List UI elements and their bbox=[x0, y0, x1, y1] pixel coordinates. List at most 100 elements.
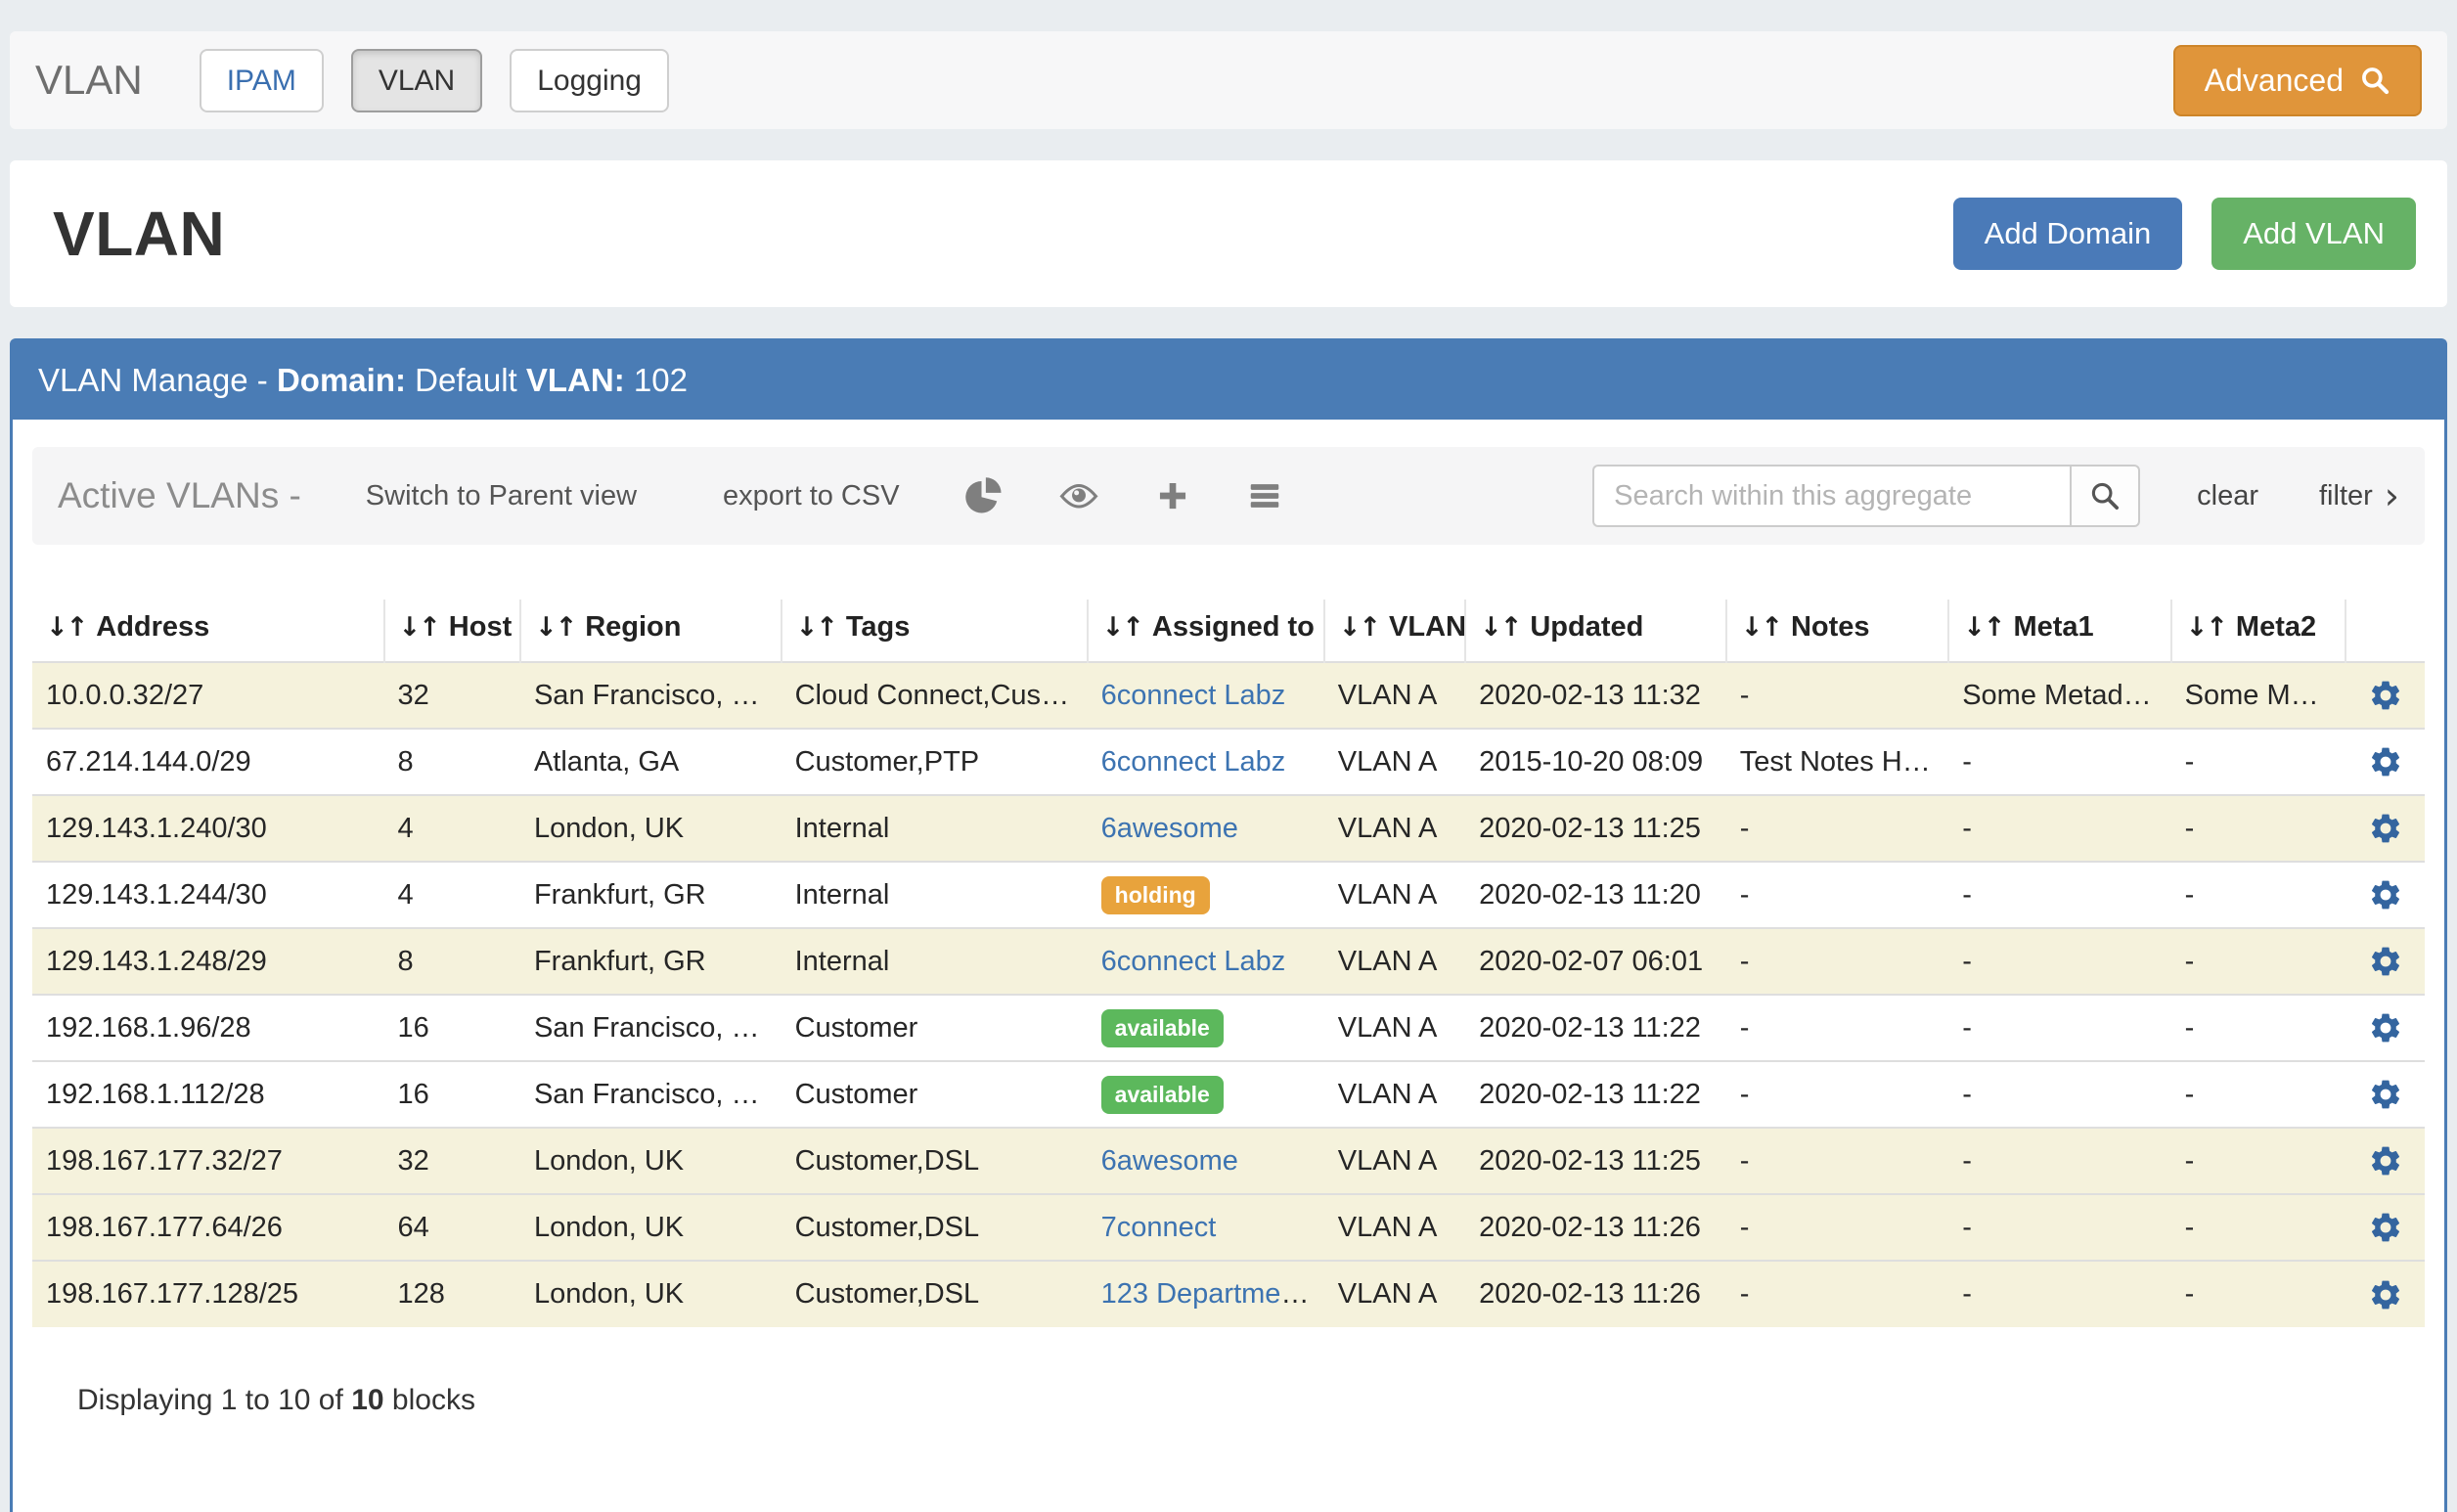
col-header-host[interactable]: ↓↑ Host bbox=[383, 600, 521, 662]
switch-parent-view-link[interactable]: Switch to Parent view bbox=[365, 479, 638, 511]
gear-icon[interactable] bbox=[2368, 1010, 2403, 1045]
col-header-tags[interactable]: ↓↑ Tags bbox=[781, 600, 1089, 662]
menu-icon[interactable] bbox=[1246, 477, 1283, 514]
sort-icon: ↓↑ bbox=[1963, 612, 2005, 643]
eye-icon[interactable] bbox=[1058, 475, 1099, 516]
search-input[interactable] bbox=[1592, 465, 2071, 527]
col-header-actions bbox=[2345, 600, 2425, 662]
assigned-link[interactable]: 6connect Labz bbox=[1100, 679, 1286, 711]
cell-address: 10.0.0.32/27 bbox=[46, 679, 204, 711]
col-header-assigned-to[interactable]: ↓↑ Assigned to bbox=[1087, 600, 1325, 662]
cell-notes: - bbox=[1739, 878, 1750, 911]
tab-ipam[interactable]: IPAM bbox=[199, 48, 324, 112]
gear-icon[interactable] bbox=[2368, 1077, 2403, 1112]
cell-region: London, UK bbox=[533, 1144, 685, 1177]
assigned-link[interactable]: 123 Department... bbox=[1100, 1278, 1324, 1310]
cell-address: 198.167.177.128/25 bbox=[46, 1278, 299, 1310]
filter-link[interactable]: filter › bbox=[2319, 477, 2399, 514]
cell-assigned-to: 6connect Labz bbox=[1088, 662, 1324, 729]
cell-assigned-to: 6awesome bbox=[1088, 1128, 1324, 1194]
cell-meta2: - bbox=[2184, 1211, 2195, 1243]
cell-assigned-to: 6connect Labz bbox=[1088, 928, 1324, 995]
status-badge: available bbox=[1100, 1075, 1224, 1114]
assigned-link[interactable]: 6awesome bbox=[1100, 812, 1238, 844]
table-toolbar: Active VLANs - Switch to Parent view exp… bbox=[32, 447, 2425, 545]
cell-meta1: - bbox=[1962, 945, 1972, 977]
cell-meta1: - bbox=[1962, 1278, 1972, 1310]
assigned-link[interactable]: 6connect Labz bbox=[1100, 745, 1286, 778]
cell-vlan: VLAN A bbox=[1337, 878, 1438, 911]
search-button[interactable] bbox=[2070, 465, 2141, 527]
col-header-meta2[interactable]: ↓↑ Meta2 bbox=[2170, 600, 2347, 662]
cell-updated: 2020-02-13 11:25 bbox=[1479, 812, 1701, 844]
cell-assigned-to: holding bbox=[1088, 862, 1324, 928]
footer-total: 10 bbox=[351, 1384, 384, 1416]
cell-host: 4 bbox=[397, 812, 414, 844]
gear-icon[interactable] bbox=[2368, 944, 2403, 979]
tab-vlan[interactable]: VLAN bbox=[350, 48, 483, 112]
col-header-meta1[interactable]: ↓↑ Meta1 bbox=[1948, 600, 2172, 662]
cell-vlan: VLAN A bbox=[1337, 1211, 1438, 1243]
gear-icon[interactable] bbox=[2368, 811, 2403, 846]
cell-meta2: - bbox=[2184, 878, 2195, 911]
cell-meta2: - bbox=[2184, 1278, 2195, 1310]
cell-meta2: Some Met... bbox=[2184, 679, 2338, 711]
gear-icon[interactable] bbox=[2368, 678, 2403, 713]
gear-icon[interactable] bbox=[2368, 1277, 2403, 1312]
tab-logging[interactable]: Logging bbox=[510, 48, 669, 112]
plus-icon[interactable] bbox=[1154, 477, 1191, 514]
col-header-updated[interactable]: ↓↑ Updated bbox=[1465, 600, 1727, 662]
panel-heading-domain-label: Domain: bbox=[276, 362, 406, 398]
cell-address: 129.143.1.244/30 bbox=[46, 878, 267, 911]
advanced-label: Advanced bbox=[2204, 62, 2344, 98]
search-icon bbox=[2359, 65, 2390, 96]
assigned-link[interactable]: 6connect Labz bbox=[1100, 945, 1286, 977]
export-csv-link[interactable]: export to CSV bbox=[723, 479, 900, 511]
cell-actions bbox=[2345, 662, 2425, 729]
table-row: 192.168.1.96/28 16 San Francisco, CA Custom… bbox=[32, 995, 2425, 1061]
sort-icon: ↓↑ bbox=[46, 612, 88, 643]
cell-tags: Customer bbox=[794, 1078, 918, 1110]
assigned-link[interactable]: 6awesome bbox=[1100, 1144, 1238, 1177]
cell-tags: Customer bbox=[794, 1011, 918, 1044]
table-footer: Displaying 1 to 10 of 10 blocks bbox=[77, 1384, 2425, 1417]
cell-assigned-to: available bbox=[1088, 1061, 1324, 1128]
footer-prefix: Displaying 1 to 10 of bbox=[77, 1384, 343, 1416]
gear-icon[interactable] bbox=[2368, 1210, 2403, 1245]
cell-address: 129.143.1.248/29 bbox=[46, 945, 267, 977]
cell-address: 192.168.1.112/28 bbox=[46, 1078, 265, 1110]
gear-icon[interactable] bbox=[2368, 877, 2403, 912]
assigned-link[interactable]: 7connect bbox=[1100, 1211, 1217, 1243]
cell-meta2: - bbox=[2184, 745, 2195, 778]
clear-link[interactable]: clear bbox=[2197, 479, 2258, 511]
add-vlan-button[interactable]: Add VLAN bbox=[2211, 198, 2416, 270]
col-header-vlan[interactable]: ↓↑ VLAN bbox=[1323, 600, 1467, 662]
pie-chart-icon[interactable] bbox=[964, 476, 1004, 515]
gear-icon[interactable] bbox=[2368, 1143, 2403, 1178]
col-header-region[interactable]: ↓↑ Region bbox=[519, 600, 782, 662]
cell-host: 16 bbox=[397, 1078, 429, 1110]
cell-vlan: VLAN A bbox=[1337, 1278, 1438, 1310]
table-row: 192.168.1.112/28 16 San Francisco, CA Custo… bbox=[32, 1061, 2425, 1128]
panel-body: Active VLANs - Switch to Parent view exp… bbox=[13, 420, 2444, 1445]
add-domain-button[interactable]: Add Domain bbox=[1952, 198, 2183, 270]
cell-updated: 2020-02-13 11:20 bbox=[1479, 878, 1701, 911]
cell-updated: 2020-02-13 11:22 bbox=[1479, 1078, 1701, 1110]
cell-notes: - bbox=[1739, 945, 1750, 977]
cell-vlan: VLAN A bbox=[1337, 679, 1438, 711]
col-header-address[interactable]: ↓↑ Address bbox=[32, 600, 385, 662]
table-row: 67.214.144.0/29 8 Atlanta, GA Customer,PTP 6… bbox=[32, 729, 2425, 795]
col-header-notes[interactable]: ↓↑ Notes bbox=[1725, 600, 1950, 662]
cell-meta1: - bbox=[1962, 1144, 1972, 1177]
cell-region: Atlanta, GA bbox=[533, 745, 680, 778]
cell-assigned-to: 6connect Labz bbox=[1088, 729, 1324, 795]
cell-address: 198.167.177.64/26 bbox=[46, 1211, 283, 1243]
cell-actions bbox=[2345, 1261, 2425, 1327]
table-header-row: ↓↑ Address ↓↑ Host ↓↑ Region ↓↑ Tags ↓↑ Assigned … bbox=[32, 600, 2425, 662]
cell-region: Frankfurt, GR bbox=[533, 878, 706, 911]
gear-icon[interactable] bbox=[2368, 744, 2403, 779]
cell-assigned-to: available bbox=[1088, 995, 1324, 1061]
cell-tags: Internal bbox=[794, 945, 890, 977]
sort-icon: ↓↑ bbox=[1101, 612, 1144, 643]
advanced-search-button[interactable]: Advanced bbox=[2172, 44, 2422, 116]
